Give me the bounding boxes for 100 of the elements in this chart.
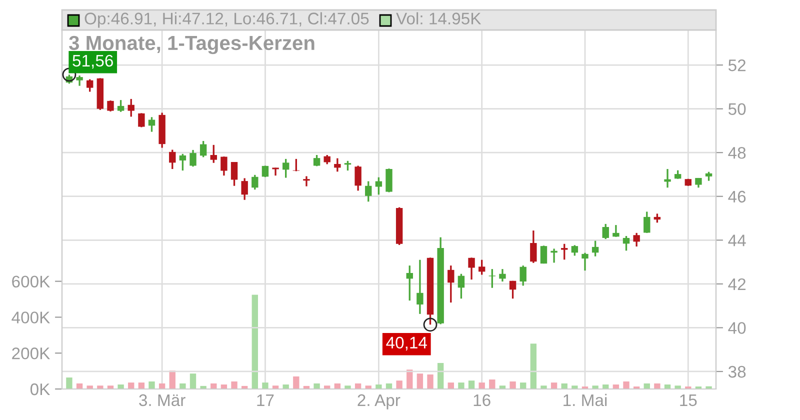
y-tick-label: 40: [728, 322, 746, 334]
candlestick: [561, 243, 568, 260]
candlestick: [148, 116, 156, 133]
candlestick: [107, 100, 114, 112]
bar: [592, 386, 598, 389]
x-tick-label: 2. Apr: [358, 394, 400, 410]
bar: [458, 382, 464, 389]
bar: [468, 380, 475, 389]
bar: [138, 382, 145, 389]
y-tick-label: 46: [728, 190, 746, 203]
bar: [550, 382, 558, 389]
y2-tick-label: 600K: [12, 276, 50, 288]
candlestick: [128, 98, 134, 118]
y-tick-label: 44: [728, 234, 746, 246]
bar: [406, 370, 413, 389]
bar: [520, 382, 526, 389]
candlestick: [313, 154, 320, 167]
candlestick: [354, 164, 362, 192]
candlestick: [540, 244, 548, 264]
bar: [530, 344, 537, 389]
bar: [478, 382, 485, 389]
candlestick: [252, 174, 258, 190]
candlestick: [190, 149, 196, 168]
x-tick-label: 16: [474, 394, 490, 406]
y2-tick-label: 200K: [12, 348, 50, 360]
bar: [416, 374, 424, 389]
bar: [262, 382, 268, 389]
bar: [654, 383, 660, 389]
bar: [376, 384, 382, 389]
candlestick: [282, 158, 290, 179]
candlestick: [602, 223, 609, 240]
bar: [572, 386, 578, 389]
candlestick: [344, 160, 352, 172]
candlestick: [520, 264, 526, 287]
bar: [128, 382, 134, 389]
candlestick: [334, 157, 341, 172]
candlestick: [303, 175, 310, 188]
y-tick-label: 42: [728, 278, 746, 290]
text: Op:46.91, Hi:47.12, Lo:46.71, Cl:47.05: [84, 12, 369, 28]
candlestick: [365, 180, 372, 202]
candlestick: [76, 74, 83, 87]
candlestick: [262, 164, 269, 178]
candlestick: [169, 148, 176, 170]
y-tick-label: 50: [728, 103, 746, 116]
y2-tick-label: 0K: [30, 383, 50, 396]
bar: [623, 381, 630, 389]
y-tick-label: 52: [728, 59, 746, 72]
candlestick: [324, 154, 330, 166]
candlestick: [582, 252, 588, 272]
candlestick: [644, 210, 650, 234]
text: Vol: 14.95K: [396, 12, 482, 24]
bar: [427, 374, 434, 389]
bar: [97, 386, 104, 389]
bar: [540, 386, 547, 389]
bar: [674, 386, 681, 389]
x-tick-label: 1. Mai: [564, 394, 607, 406]
candlestick: [458, 273, 465, 300]
bar: [489, 379, 496, 389]
candlestick: [230, 161, 238, 187]
bar: [66, 378, 72, 389]
x-tick-label: 17: [257, 394, 274, 406]
candlestick: [220, 156, 228, 176]
bar: [180, 383, 186, 389]
bar: [118, 384, 124, 389]
candlestick: [200, 140, 207, 158]
candlestick: [138, 112, 145, 128]
annotation: 40,14: [386, 336, 427, 351]
bar: [252, 294, 258, 389]
candlestick: [499, 268, 506, 282]
bar: [396, 380, 402, 389]
bar: [293, 376, 300, 389]
bar: [510, 381, 516, 389]
candlestick: [386, 168, 392, 194]
candlestick: [179, 153, 186, 172]
candlestick: [416, 259, 424, 315]
x-tick-label: 3. Mär: [139, 394, 186, 406]
bar: [437, 362, 444, 389]
candlestick: [241, 177, 248, 201]
bar: [148, 381, 155, 389]
candlestick: [448, 264, 454, 304]
candlestick: [210, 144, 217, 164]
candlestick: [488, 268, 496, 289]
candlestick: [272, 166, 279, 176]
candlestick: [571, 244, 578, 257]
y-tick-label: 48: [728, 146, 746, 159]
candlestick: [622, 235, 630, 252]
candlestick: [478, 259, 486, 276]
chart-title: 3 Monate, 1-Tages-Kerzen: [69, 36, 314, 54]
candlestick: [509, 280, 516, 300]
candlestick: [633, 232, 640, 248]
annotation: 51,56: [72, 54, 113, 69]
candlestick: [117, 99, 124, 113]
bar: [314, 383, 320, 389]
bar: [448, 382, 454, 389]
bar: [190, 374, 196, 389]
candlestick: [292, 158, 300, 172]
candlestick: [86, 78, 94, 93]
bar: [231, 381, 238, 389]
y2-tick-label: 400K: [12, 312, 50, 324]
candlestick: [406, 264, 413, 302]
